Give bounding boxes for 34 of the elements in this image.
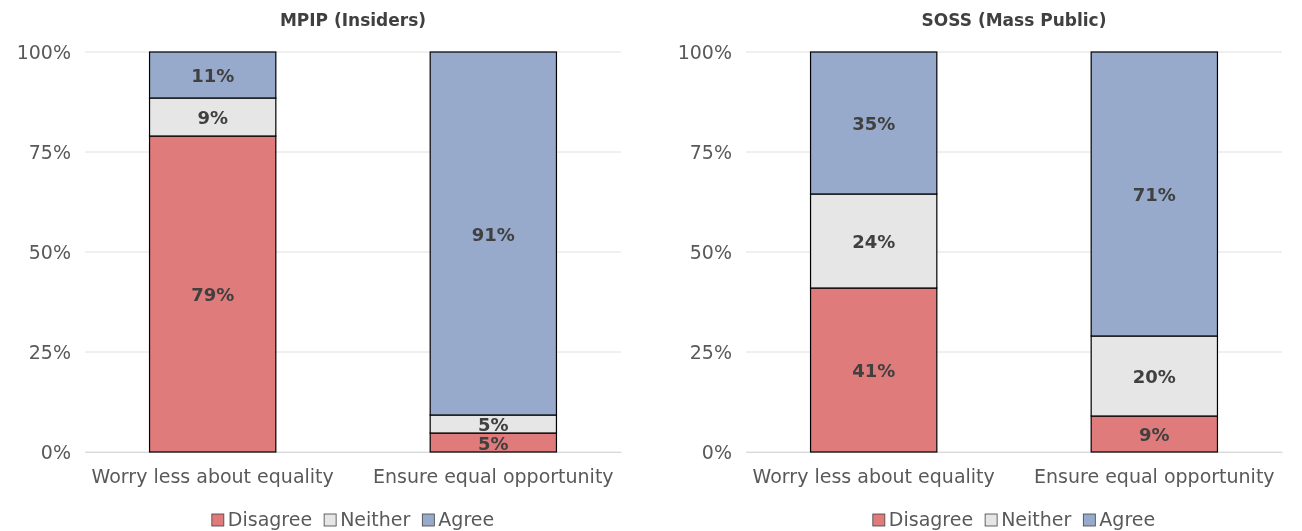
y-tick-label: 100% (677, 40, 732, 63)
y-tick-label: 0% (701, 440, 732, 463)
y-tick-label: 75% (28, 140, 71, 163)
y-tick-label: 25% (689, 340, 732, 363)
data-label: 5% (478, 414, 509, 435)
legend-label: Agree (438, 508, 495, 530)
data-label: 79% (191, 284, 235, 305)
x-tick-label: Worry less about equality (752, 465, 995, 488)
y-tick-label: 0% (40, 440, 71, 463)
y-tick-label: 25% (28, 340, 71, 363)
chart-title: MPIP (Insiders) (279, 10, 427, 30)
legend-label: Neither (340, 508, 411, 530)
y-tick-label: 50% (689, 240, 732, 263)
legend-label: Neither (1001, 508, 1072, 530)
data-label: 24% (852, 231, 896, 252)
legend-label: Agree (1099, 508, 1156, 530)
x-tick-label: Ensure equal opportunity (373, 465, 614, 488)
y-tick-label: 100% (16, 40, 71, 63)
data-label: 9% (197, 107, 228, 128)
data-label: 71% (1132, 184, 1176, 205)
data-label: 41% (852, 360, 896, 381)
data-label: 11% (191, 65, 235, 86)
data-label: 20% (1132, 366, 1176, 387)
legend-label: Disagree (227, 508, 313, 530)
x-tick-label: Worry less about equality (91, 465, 334, 488)
y-tick-label: 75% (689, 140, 732, 163)
data-label: 91% (471, 223, 515, 245)
legend-label: Disagree (888, 508, 974, 530)
data-label: 5% (478, 432, 509, 454)
x-tick-label: Ensure equal opportunity (1034, 465, 1275, 488)
data-label: 9% (1139, 424, 1170, 445)
y-tick-label: 50% (28, 240, 71, 263)
data-label: 35% (852, 113, 896, 134)
chart-title: SOSS (Mass Public) (921, 10, 1107, 30)
